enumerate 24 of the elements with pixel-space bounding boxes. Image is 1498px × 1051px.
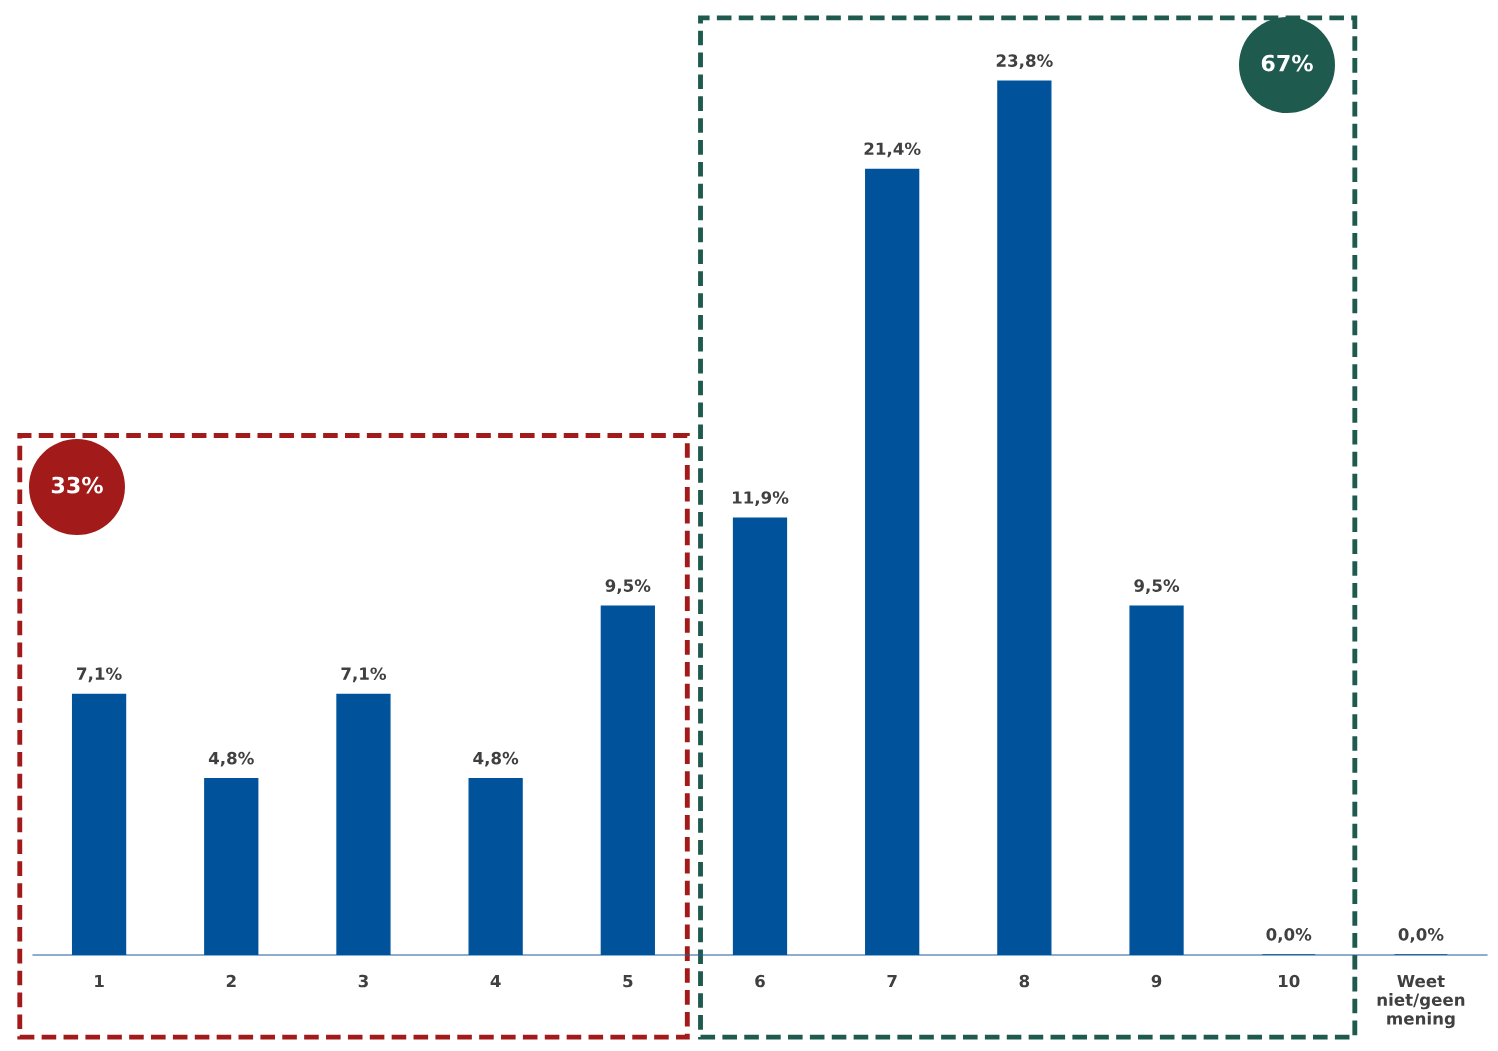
- x-tick-label: 3: [358, 974, 368, 988]
- data-label: 4,8%: [473, 751, 519, 767]
- data-label: 23,8%: [996, 54, 1053, 70]
- x-tick-label: 7: [887, 974, 897, 988]
- data-label: 4,8%: [208, 751, 254, 767]
- data-label: 11,9%: [732, 491, 789, 506]
- data-label: 21,4%: [864, 142, 921, 158]
- data-label: 9,5%: [1134, 579, 1180, 595]
- x-tick-label: Weet niet/geen mening: [1377, 974, 1465, 1029]
- x-tick-label: 6: [755, 974, 765, 988]
- x-tick-label: 2: [226, 974, 236, 988]
- x-tick-label: 5: [623, 974, 633, 988]
- annotation: 33%: [51, 476, 103, 494]
- data-label: 7,1%: [341, 667, 387, 683]
- text: 67%: [1261, 54, 1313, 72]
- data-label: 0,0%: [1398, 928, 1444, 943]
- data-label: 7,1%: [77, 667, 122, 683]
- x-tick-label: 10: [1279, 974, 1300, 988]
- data-label: 0,0%: [1266, 928, 1312, 943]
- x-tick-label: 9: [1151, 974, 1162, 988]
- x-tick-label: 1: [95, 974, 104, 988]
- data-label: 9,5%: [605, 579, 651, 595]
- x-tick-label: 4: [490, 974, 501, 988]
- x-tick-label: 8: [1019, 974, 1030, 988]
